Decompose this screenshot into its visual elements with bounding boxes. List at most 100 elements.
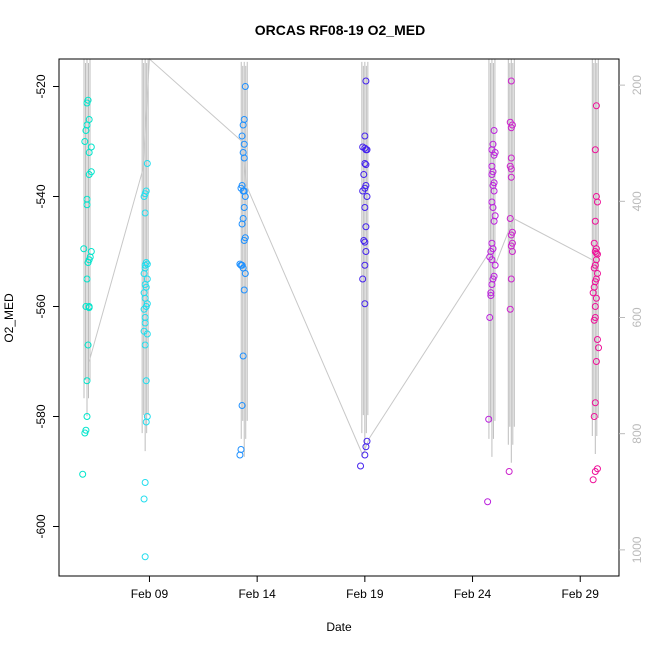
data-point — [82, 303, 90, 310]
data-point — [592, 358, 600, 365]
data-point — [362, 146, 370, 154]
data-point — [591, 146, 599, 154]
data-point — [507, 165, 515, 173]
data-point — [361, 204, 369, 211]
data-point — [360, 237, 368, 244]
data-point — [362, 248, 370, 255]
x-tick-label: Feb 09 — [131, 587, 169, 601]
data-point — [591, 217, 599, 225]
data-point — [83, 195, 91, 203]
data-point — [142, 377, 150, 385]
data-point — [359, 275, 367, 283]
data-point — [591, 303, 599, 310]
data-point — [507, 77, 515, 85]
data-point — [593, 336, 601, 343]
data-point — [361, 238, 369, 246]
data-point — [141, 209, 149, 217]
data-point — [83, 377, 91, 385]
data-point — [505, 468, 513, 475]
data-point — [361, 300, 369, 308]
data-point — [85, 116, 93, 123]
data-point — [240, 140, 248, 148]
y-tick-label: -580 — [34, 404, 48, 428]
data-point — [363, 193, 371, 200]
flight-track — [88, 57, 598, 457]
data-point — [507, 154, 515, 162]
y-axis-label: O2_MED — [2, 293, 16, 343]
data-point — [141, 341, 149, 349]
data-point — [361, 132, 369, 140]
data-point — [241, 234, 249, 242]
data-point — [83, 413, 91, 420]
data-point — [82, 426, 90, 434]
data-point — [361, 261, 369, 269]
y2-tick-label: 200 — [630, 75, 644, 95]
data-point — [487, 289, 495, 297]
x-tick-label: Feb 29 — [562, 587, 600, 601]
data-point — [593, 198, 601, 206]
data-point — [490, 179, 498, 187]
track-line — [88, 57, 598, 457]
data-point — [361, 144, 369, 152]
data-point — [79, 470, 87, 478]
data-point — [237, 446, 245, 453]
y2-tick-label: 400 — [630, 191, 644, 211]
data-point — [143, 413, 151, 420]
y2-tick-label: 1000 — [630, 536, 644, 563]
data-point — [361, 451, 369, 459]
data-point — [595, 344, 603, 352]
x-axis: Feb 09 Feb 14 Feb 19 Feb 24 Feb 29 — [131, 576, 599, 601]
data-point — [80, 245, 88, 253]
data-point — [489, 140, 497, 148]
data-point — [490, 187, 498, 195]
data-point — [490, 272, 498, 280]
data-point — [143, 260, 151, 268]
data-point — [508, 228, 516, 236]
data-point — [241, 83, 249, 90]
data-point — [491, 212, 499, 220]
data-point — [490, 127, 498, 134]
data-point — [487, 292, 495, 299]
data-point — [87, 168, 95, 176]
x-tick-label: Feb 14 — [238, 587, 276, 601]
data-point — [240, 154, 248, 162]
x-tick-label: Feb 24 — [454, 587, 492, 601]
data-point — [361, 160, 369, 167]
data-point — [362, 182, 370, 189]
data-point — [593, 270, 601, 277]
data-point — [143, 275, 151, 283]
data-point — [87, 248, 95, 255]
y-tick-label: -520 — [34, 74, 48, 98]
y-tick-label: -560 — [34, 294, 48, 318]
data-point — [507, 275, 515, 283]
data-point — [507, 173, 515, 181]
data-point — [508, 239, 516, 247]
data-point — [240, 286, 248, 294]
data-point — [484, 498, 492, 506]
data-point — [357, 462, 365, 470]
data-point — [590, 239, 598, 247]
data-point — [239, 215, 247, 222]
data-point — [240, 187, 248, 195]
data-point — [489, 204, 497, 211]
data-point — [87, 143, 95, 151]
data-point — [486, 314, 494, 321]
data-point — [81, 138, 89, 145]
data-point — [84, 341, 92, 349]
data-point — [589, 476, 597, 484]
data-point — [240, 204, 248, 211]
data-point — [140, 495, 148, 503]
data-point — [362, 223, 370, 231]
data-point — [141, 553, 149, 561]
data-point — [592, 102, 600, 110]
data-point — [143, 160, 151, 167]
data-point — [85, 303, 93, 310]
data-point — [360, 171, 368, 178]
chart-title: ORCAS RF08-19 O2_MED — [255, 22, 425, 38]
data-point — [140, 327, 148, 335]
data-point — [591, 314, 599, 321]
data-point — [239, 264, 247, 272]
data-point — [591, 399, 599, 407]
data-point — [491, 261, 499, 269]
y2-tick-label: 800 — [630, 423, 644, 443]
